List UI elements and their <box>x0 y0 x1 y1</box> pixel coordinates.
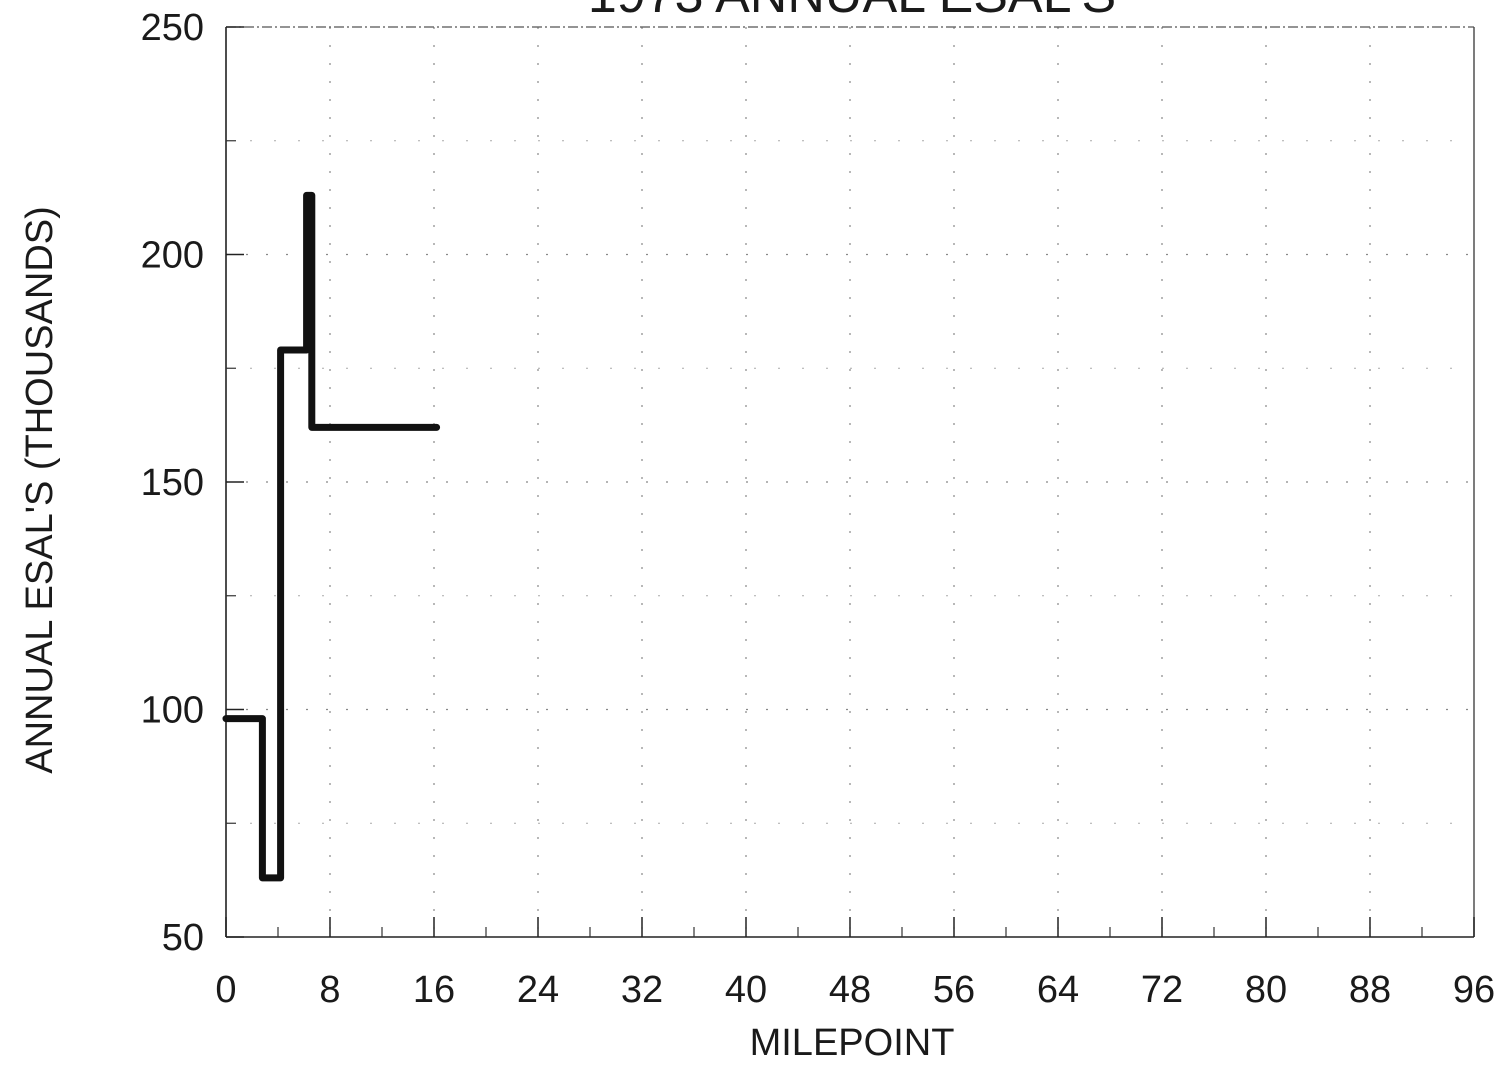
x-tick-label: 32 <box>621 969 663 1011</box>
x-tick-label: 56 <box>933 969 975 1011</box>
x-tick-label: 48 <box>829 969 871 1011</box>
x-tick-label: 8 <box>319 969 340 1011</box>
y-tick-labels: 50 100 150 200 250 <box>141 7 204 959</box>
y-tick-label: 50 <box>162 917 204 959</box>
y-tick-label: 100 <box>141 690 204 732</box>
series-layer <box>222 191 441 882</box>
x-tick-label: 88 <box>1349 969 1391 1011</box>
axis-ticks <box>225 26 1475 938</box>
x-tick-label: 96 <box>1453 969 1495 1011</box>
esal-step-line <box>222 191 441 882</box>
x-tick-label: 0 <box>215 969 236 1011</box>
x-tick-label: 24 <box>517 969 559 1011</box>
x-axis-title: MILEPOINT <box>750 1022 955 1064</box>
x-tick-label: 64 <box>1037 969 1079 1011</box>
grid-lines <box>226 27 1474 937</box>
y-axis-title: ANNUAL ESAL'S (THOUSANDS) <box>19 206 61 774</box>
y-tick-label: 150 <box>141 462 204 504</box>
x-tick-labels: 0 8 16 24 32 40 48 56 64 72 80 88 96 <box>215 969 1495 1011</box>
x-tick-label: 40 <box>725 969 767 1011</box>
x-tick-label: 80 <box>1245 969 1287 1011</box>
y-tick-label: 200 <box>141 235 204 277</box>
x-tick-label: 16 <box>413 969 455 1011</box>
chart-title: 1973 ANNUAL ESAL'S <box>588 0 1116 24</box>
y-tick-label: 250 <box>141 7 204 49</box>
x-tick-label: 72 <box>1141 969 1183 1011</box>
